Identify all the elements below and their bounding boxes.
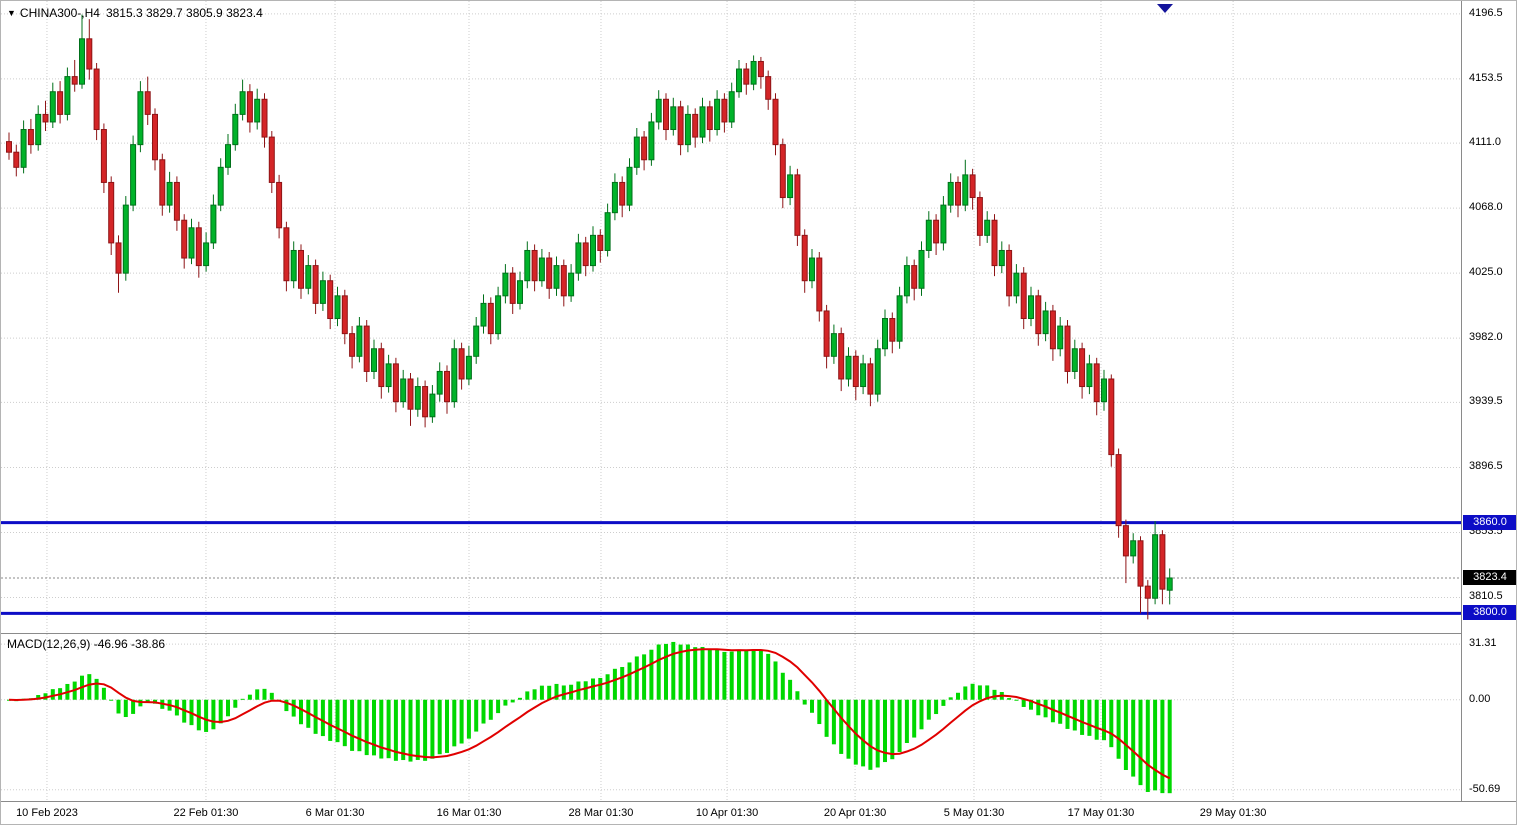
- macd-indicator-panel[interactable]: MACD(12,26,9) -46.96 -38.86: [1, 633, 1461, 801]
- price-axis[interactable]: 4196.5 4153.5 4111.0 4068.0 4025.0 3982.0 3939…: [1461, 1, 1516, 801]
- macd-signal-layer: [8, 648, 1171, 780]
- support-resistance-lines: [1, 521, 1461, 615]
- time-tick-label: 22 Feb 01:30: [173, 807, 239, 819]
- price-tick-label: 3939.5: [1469, 395, 1503, 408]
- time-tick-label: 5 May 01:30: [943, 807, 1005, 819]
- macd-tick-label: 31.31: [1469, 637, 1497, 650]
- macd-tick-label: -50.69: [1469, 782, 1501, 795]
- macd-histogram: [7, 641, 1172, 794]
- macd-signal-line: [8, 648, 1171, 780]
- time-tick-label: 16 Mar 01:30: [436, 807, 502, 819]
- price-tick-label: 3810.5: [1469, 590, 1503, 603]
- time-tick-label: 17 May 01:30: [1067, 807, 1135, 819]
- price-tick-label: 4068.0: [1469, 201, 1503, 214]
- symbol-ohlc-values: 3815.3 3829.7 3805.9 3823.4: [105, 6, 263, 20]
- price-tick-label: 3896.5: [1469, 460, 1503, 473]
- price-tick-label: 4025.0: [1469, 266, 1503, 279]
- price-level-badge: 3860.0: [1463, 514, 1516, 530]
- macd-svg: [1, 634, 1461, 801]
- time-tick-label: 10 Apr 01:30: [695, 807, 759, 819]
- price-tick-label: 4111.0: [1469, 136, 1502, 149]
- time-tick-label: 20 Apr 01:30: [823, 807, 887, 819]
- price-level-badge: 3800.0: [1463, 605, 1516, 621]
- chart-shift-marker: [1157, 4, 1173, 13]
- time-tick-label: 28 Mar 01:30: [568, 807, 634, 819]
- price-tick-label: 4196.5: [1469, 6, 1503, 19]
- price-chart-svg: [1, 1, 1461, 633]
- symbol-info-bar: ▼ CHINA300-,H4 3815.3 3829.7 3805.9 3823.4: [7, 6, 263, 20]
- symbol-dropdown-icon: ▼: [7, 8, 16, 18]
- price-tick-label: 3982.0: [1469, 331, 1503, 344]
- current-price-badge: 3823.4: [1463, 569, 1516, 585]
- time-tick-label: 6 Mar 01:30: [305, 807, 365, 819]
- overlay-markers: [1157, 4, 1173, 13]
- time-tick-label: 29 May 01:30: [1199, 807, 1267, 819]
- symbol-title: CHINA300-,H4: [19, 6, 100, 20]
- price-chart-panel[interactable]: ▼ CHINA300-,H4 3815.3 3829.7 3805.9 3823.4: [1, 1, 1461, 633]
- time-axis[interactable]: 10 Feb 2023 22 Feb 01:30 6 Mar 01:30 16 Mar…: [1, 801, 1516, 824]
- macd-tick-label: 0.00: [1469, 692, 1491, 705]
- time-tick-label: 10 Feb 2023: [16, 807, 78, 819]
- macd-indicator-label: MACD(12,26,9) -46.96 -38.86: [7, 637, 166, 651]
- candles-layer: [6, 14, 1173, 620]
- price-tick-label: 4153.5: [1469, 71, 1503, 84]
